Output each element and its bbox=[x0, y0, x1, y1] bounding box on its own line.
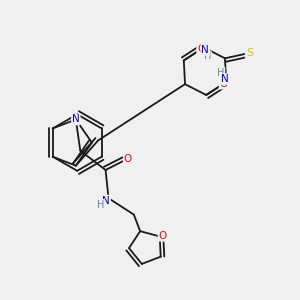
Text: H: H bbox=[97, 200, 104, 210]
Text: O: O bbox=[220, 79, 228, 89]
Text: S: S bbox=[246, 48, 253, 58]
Text: N: N bbox=[102, 196, 110, 206]
Text: O: O bbox=[197, 44, 206, 54]
Text: N: N bbox=[72, 115, 80, 124]
Text: O: O bbox=[124, 154, 132, 164]
Text: N: N bbox=[221, 74, 229, 84]
Text: H: H bbox=[217, 68, 224, 77]
Text: N: N bbox=[201, 45, 209, 55]
Text: O: O bbox=[158, 231, 167, 241]
Text: H: H bbox=[204, 51, 211, 62]
